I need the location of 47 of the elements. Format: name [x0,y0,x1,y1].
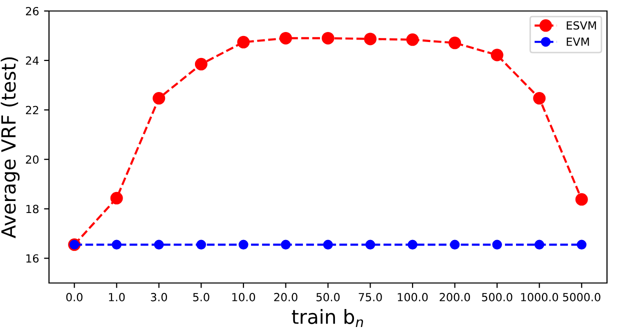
point [196,240,206,250]
x-tick-label: 0.0 [66,292,82,302]
point [492,240,502,250]
point [279,32,292,44]
x-tick-label: 50.0 [316,292,340,302]
x-tick-label: 1.0 [109,292,125,302]
y-tick-label: 24 [26,56,39,65]
point [154,240,164,250]
x-tick-label: 20.0 [274,292,298,302]
y-tick-label: 22 [26,106,38,114]
point [450,240,460,250]
x-tick-label: 1000.0 [521,292,558,302]
point [237,36,250,48]
point [280,240,291,250]
x-tick-label: 3.0 [150,292,168,302]
legend-label: ESVM [566,21,596,30]
point [194,58,208,70]
point [112,240,122,250]
y-tick-label: 20 [26,155,39,164]
point [322,32,334,44]
point [364,32,377,46]
x-tick-label: 5.0 [193,292,210,302]
x-tick-label: 200.0 [440,292,470,302]
point [408,240,418,250]
x-tick-label: 75.0 [358,292,382,302]
y-tick-label: 18 [26,204,39,214]
x-tick-label: 5000.0 [563,292,600,302]
x-tick-label: 100.0 [398,292,428,302]
x-tick-label: 500.0 [482,292,512,302]
x-axis-title: train b$_{n}$ [292,309,364,327]
point [533,92,546,105]
point [238,240,248,250]
y-tick-label: 16 [26,254,39,263]
point [490,48,504,62]
x-tick-label: 10.0 [232,292,256,302]
y-axis-title: Average VRF (test) [0,57,20,238]
y-tick-label: 26 [26,6,39,16]
point [323,240,333,250]
point [406,33,419,46]
point [534,240,544,250]
point [448,36,462,50]
point [365,240,376,250]
point [110,192,123,204]
legend-label: EVM [566,38,589,46]
point [575,193,588,206]
point [576,240,586,250]
point [152,92,166,105]
